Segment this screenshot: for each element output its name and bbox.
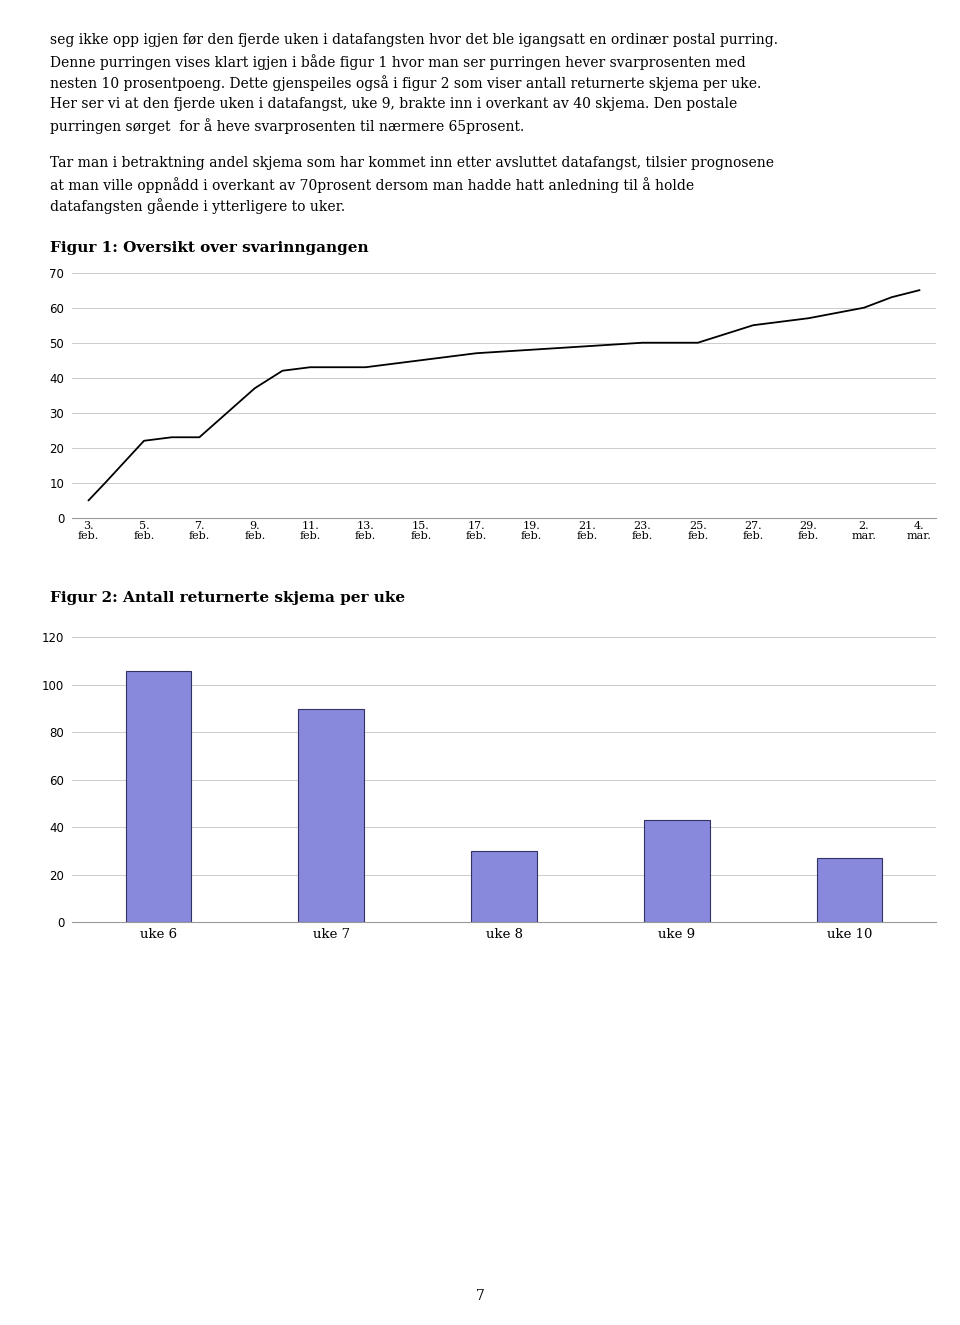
- Text: at man ville oppnådd i overkant av 70prosent dersom man hadde hatt anledning til: at man ville oppnådd i overkant av 70pro…: [50, 178, 694, 193]
- Text: purringen sørget  for å heve svarprosenten til nærmere 65prosent.: purringen sørget for å heve svarprosente…: [50, 118, 524, 134]
- Text: Figur 2: Antall returnerte skjema per uke: Figur 2: Antall returnerte skjema per uk…: [50, 591, 405, 604]
- Bar: [471, 851, 537, 922]
- Text: Her ser vi at den fjerde uken i datafangst, uke 9, brakte inn i overkant av 40 s: Her ser vi at den fjerde uken i datafang…: [50, 97, 737, 111]
- Bar: [126, 670, 191, 922]
- Bar: [817, 859, 882, 922]
- Text: datafangsten gående i ytterligere to uker.: datafangsten gående i ytterligere to uke…: [50, 199, 345, 215]
- Text: 7: 7: [475, 1289, 485, 1302]
- Text: seg ikke opp igjen før den fjerde uken i datafangsten hvor det ble igangsatt en : seg ikke opp igjen før den fjerde uken i…: [50, 33, 778, 48]
- Text: Denne purringen vises klart igjen i både figur 1 hvor man ser purringen hever sv: Denne purringen vises klart igjen i både…: [50, 54, 746, 70]
- Text: nesten 10 prosentpoeng. Dette gjenspeiles også i figur 2 som viser antall return: nesten 10 prosentpoeng. Dette gjenspeile…: [50, 76, 761, 91]
- Bar: [644, 820, 709, 922]
- Bar: [299, 709, 364, 922]
- Text: Figur 1: Oversikt over svarinngangen: Figur 1: Oversikt over svarinngangen: [50, 241, 369, 254]
- Text: Tar man i betraktning andel skjema som har kommet inn etter avsluttet datafangst: Tar man i betraktning andel skjema som h…: [50, 156, 774, 170]
